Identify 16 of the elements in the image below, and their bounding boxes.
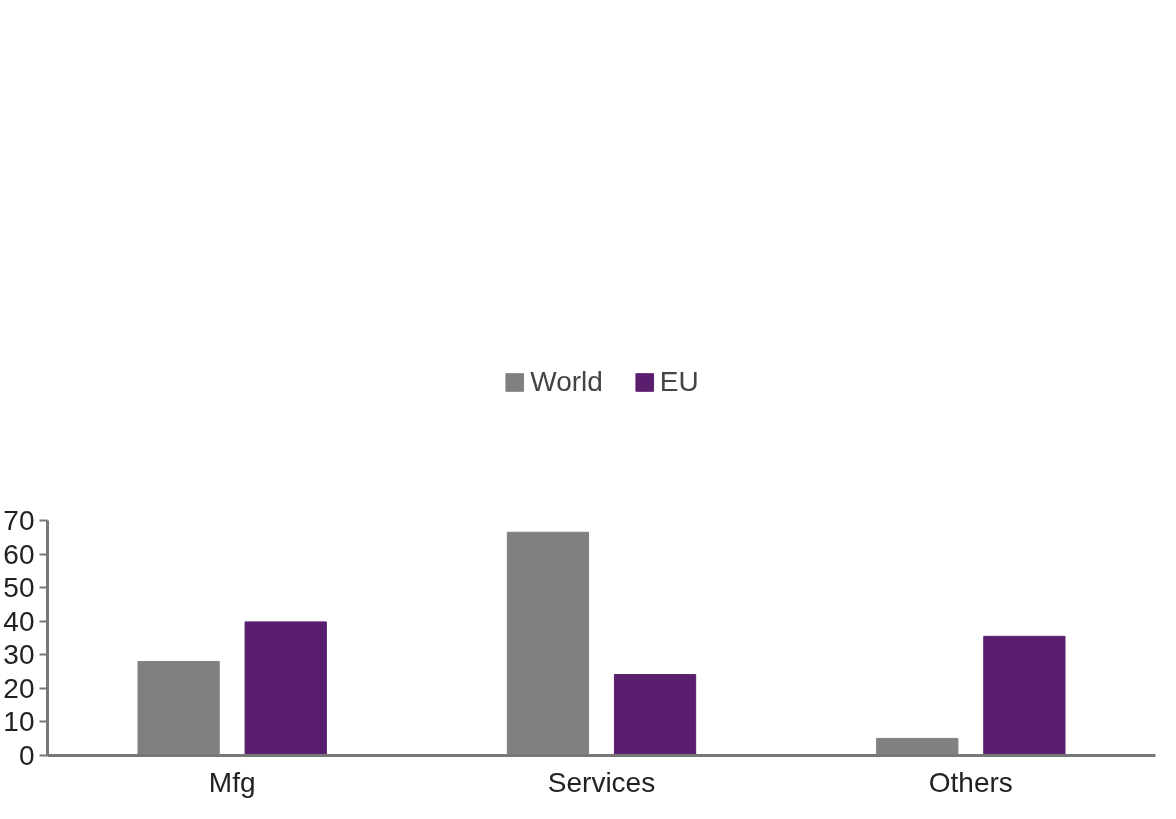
bar xyxy=(983,635,1066,756)
bar xyxy=(613,674,697,756)
bar xyxy=(244,621,327,756)
x-tick-label: Services xyxy=(547,766,656,798)
legend-label: World xyxy=(530,366,603,398)
y-tick-label: 10 xyxy=(3,706,35,738)
legend-label: EU xyxy=(659,366,699,398)
x-tick-label: Others xyxy=(928,766,1013,798)
y-tick-label: 30 xyxy=(3,639,35,671)
y-tick-label: 60 xyxy=(3,538,35,570)
y-tick-label: 70 xyxy=(3,505,35,536)
y-tick-label: 50 xyxy=(3,572,35,604)
y-tick-label: 40 xyxy=(3,605,35,637)
y-tick-label: 0 xyxy=(18,740,35,771)
y-tick-label: 20 xyxy=(3,672,35,704)
x-tick-label: Mfg xyxy=(208,766,256,798)
